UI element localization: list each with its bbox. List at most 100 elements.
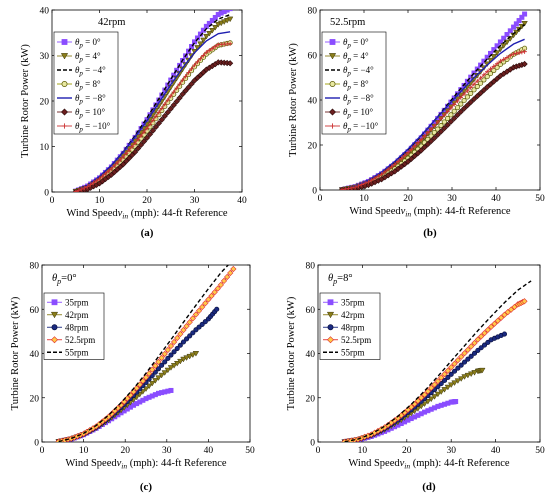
data-point — [339, 187, 345, 190]
data-point — [501, 57, 506, 62]
x-tick-label: 40 — [491, 446, 501, 456]
data-point — [100, 174, 105, 179]
data-point — [189, 66, 194, 72]
x-tick-label: 10 — [79, 446, 89, 456]
x-tick-label: 30 — [162, 446, 172, 456]
data-point — [458, 362, 464, 368]
x-tick-label: 30 — [190, 196, 200, 206]
data-point — [183, 355, 190, 361]
x-axis-label: Wind Speedvin (mph): 44-ft Reference — [348, 458, 509, 471]
data-point — [153, 114, 159, 119]
data-point — [202, 319, 208, 325]
data-point — [164, 367, 172, 374]
data-point — [454, 111, 461, 119]
data-point — [490, 54, 498, 60]
data-point — [491, 320, 498, 327]
data-point — [513, 21, 519, 27]
data-point — [437, 389, 445, 395]
data-point — [155, 375, 162, 381]
legend-marker-1 — [327, 299, 334, 306]
data-point — [189, 352, 197, 359]
data-point — [212, 25, 219, 31]
data-point — [424, 399, 432, 405]
data-point — [199, 303, 206, 311]
data-point — [480, 87, 488, 94]
data-point — [164, 109, 171, 116]
data-point — [209, 17, 215, 23]
legend-label-6: θp = 10° — [75, 107, 105, 120]
data-point — [501, 35, 507, 41]
data-point — [177, 358, 184, 365]
data-point — [432, 123, 437, 128]
data-point — [438, 381, 444, 387]
data-point — [161, 370, 168, 376]
data-point — [170, 101, 177, 109]
y-tick-label: 40 — [40, 7, 50, 17]
y-tick-label: 40 — [308, 97, 318, 107]
y-tick-label: 60 — [306, 306, 316, 316]
x-tick-label: 20 — [120, 446, 130, 456]
data-point — [448, 105, 454, 111]
data-point — [427, 137, 435, 145]
data-point — [142, 386, 150, 392]
data-point — [468, 90, 474, 96]
data-point — [521, 21, 528, 27]
data-point — [201, 53, 206, 58]
data-point — [227, 10, 233, 12]
data-point — [118, 157, 123, 163]
data-point — [152, 369, 158, 375]
data-point — [458, 101, 464, 107]
data-point — [389, 164, 394, 170]
panel-annotation: 42rpm — [98, 17, 125, 28]
x-axis-label: Wind Speedvin (mph): 44-ft Reference — [66, 208, 227, 221]
data-point — [454, 378, 462, 384]
data-point — [504, 309, 511, 316]
data-point — [485, 339, 491, 345]
data-point — [422, 133, 427, 139]
panel-label: (d) — [422, 481, 436, 493]
legend-marker-2 — [326, 311, 335, 319]
data-point — [180, 77, 185, 83]
data-point — [412, 143, 417, 149]
data-point — [475, 347, 481, 353]
data-point — [142, 374, 150, 381]
data-point — [202, 300, 209, 307]
data-point — [376, 173, 381, 179]
data-point — [346, 186, 351, 190]
y-tick-label: 10 — [40, 143, 50, 153]
data-point — [431, 394, 438, 400]
data-point — [478, 80, 484, 86]
data-point — [152, 123, 160, 131]
data-point — [418, 394, 425, 401]
data-point — [91, 180, 96, 185]
data-point — [461, 359, 468, 365]
legend: 35rpm 42rpm 48rpm 52.5rpm 55rpm — [43, 292, 105, 360]
data-point — [155, 120, 162, 127]
data-point — [511, 303, 518, 311]
data-point — [189, 315, 196, 322]
data-point — [76, 188, 81, 192]
data-point — [173, 361, 181, 367]
data-point — [147, 122, 153, 127]
y-tick-label: 0 — [44, 189, 49, 199]
data-point — [435, 126, 441, 132]
data-point — [94, 178, 99, 183]
legend-label-6: θp = 10° — [343, 107, 373, 120]
data-point — [452, 102, 457, 107]
series-group — [341, 280, 532, 442]
legend-marker-6 — [328, 108, 337, 116]
data-point — [474, 84, 480, 90]
panel-annotation: 52.5rpm — [330, 17, 365, 28]
data-point — [442, 112, 447, 118]
data-point — [124, 151, 129, 156]
data-point — [189, 44, 195, 50]
data-point — [516, 50, 522, 55]
data-point — [162, 359, 168, 365]
data-point — [211, 289, 218, 296]
data-point — [471, 350, 478, 356]
data-point — [111, 407, 118, 415]
legend-marker-7 — [61, 123, 68, 129]
legend-marker-2 — [60, 53, 69, 60]
data-point — [135, 137, 141, 142]
data-point — [457, 376, 465, 382]
